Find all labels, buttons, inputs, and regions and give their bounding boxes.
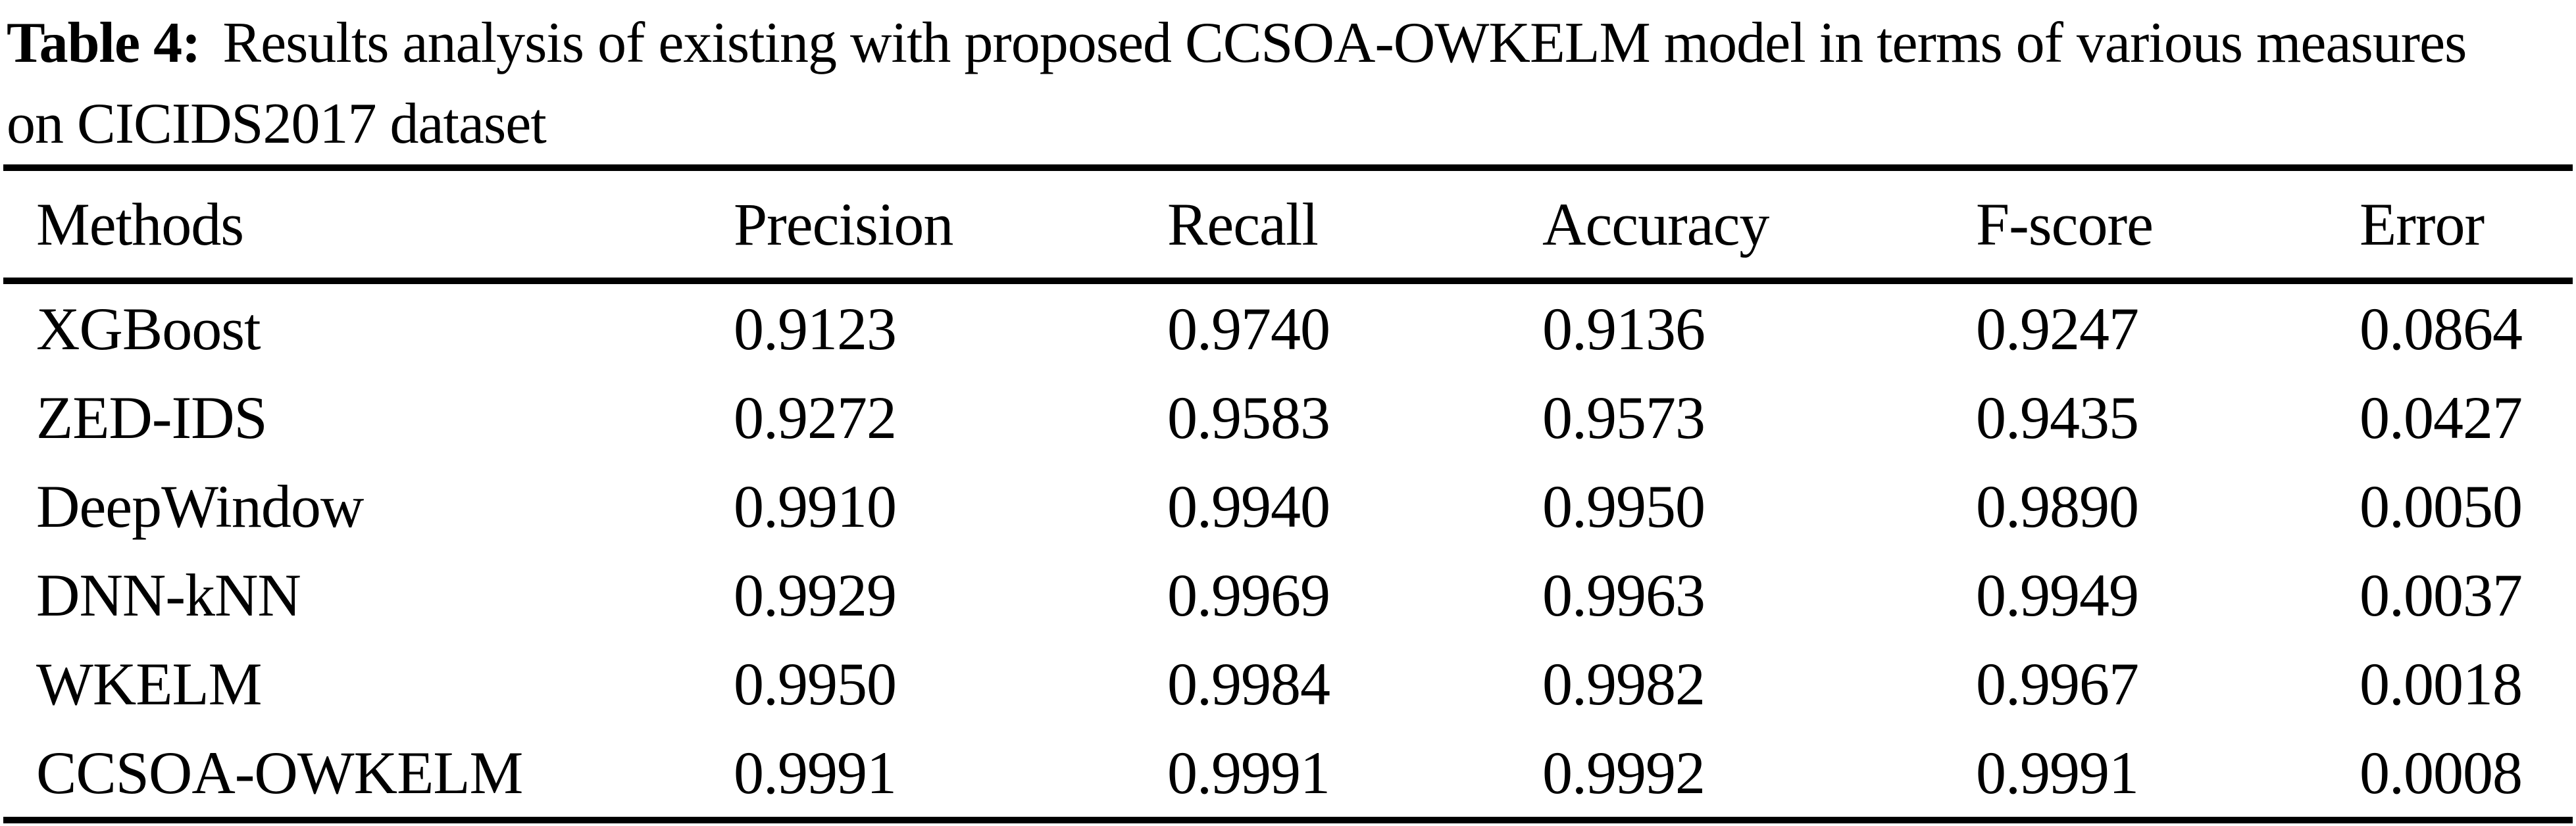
method-name: CCSOA-OWKELM: [36, 739, 523, 806]
method-name: DeepWindow: [36, 472, 364, 540]
table-caption-label: Table 4:: [7, 11, 201, 75]
table-header-rule: [3, 278, 2573, 284]
accuracy-value: 0.9963: [1542, 561, 1705, 629]
error-value: 0.0050: [2360, 472, 2523, 540]
error-value: 0.0864: [2360, 295, 2523, 362]
accuracy-value: 0.9950: [1542, 472, 1705, 540]
fscore-value: 0.9247: [1976, 295, 2139, 362]
table-bottom-rule: [3, 817, 2573, 823]
results-table: Methods Precision Recall Accuracy F-scor…: [0, 164, 2576, 823]
method-name: DNN-kNN: [36, 561, 301, 629]
table-row: ZED-IDS 0.9272 0.9583 0.9573 0.9435 0.04…: [0, 373, 2576, 462]
fscore-value: 0.9890: [1976, 472, 2139, 540]
accuracy-value: 0.9573: [1542, 383, 1705, 451]
accuracy-value: 0.9982: [1542, 650, 1705, 717]
table-caption-text: Results analysis of existing with propos…: [222, 11, 2467, 75]
table-row: XGBoost 0.9123 0.9740 0.9136 0.9247 0.08…: [0, 284, 2576, 373]
table-header-row: Methods Precision Recall Accuracy F-scor…: [0, 171, 2576, 278]
accuracy-value: 0.9992: [1542, 739, 1705, 806]
precision-value: 0.9950: [734, 650, 897, 717]
precision-value: 0.9123: [734, 295, 897, 362]
method-name: WKELM: [36, 650, 262, 717]
table-caption-line2: on CICIDS2017 dataset: [7, 92, 547, 156]
fscore-value: 0.9949: [1976, 561, 2139, 629]
column-header-recall: Recall: [1167, 191, 1319, 258]
recall-value: 0.9940: [1167, 472, 1330, 540]
table-row: DeepWindow 0.9910 0.9940 0.9950 0.9890 0…: [0, 462, 2576, 550]
error-value: 0.0008: [2360, 739, 2523, 806]
precision-value: 0.9929: [734, 561, 897, 629]
error-value: 0.0037: [2360, 561, 2523, 629]
recall-value: 0.9969: [1167, 561, 1330, 629]
error-value: 0.0427: [2360, 383, 2523, 451]
precision-value: 0.9991: [734, 739, 897, 806]
column-header-error: Error: [2360, 191, 2485, 258]
error-value: 0.0018: [2360, 650, 2523, 717]
column-header-fscore: F-score: [1976, 191, 2154, 258]
table-top-rule: [3, 164, 2573, 171]
recall-value: 0.9984: [1167, 650, 1330, 717]
fscore-value: 0.9435: [1976, 383, 2139, 451]
table-row: CCSOA-OWKELM 0.9991 0.9991 0.9992 0.9991…: [0, 728, 2576, 817]
fscore-value: 0.9967: [1976, 650, 2139, 717]
column-header-precision: Precision: [734, 191, 953, 258]
method-name: XGBoost: [36, 295, 261, 362]
table-row: DNN-kNN 0.9929 0.9969 0.9963 0.9949 0.00…: [0, 550, 2576, 639]
recall-value: 0.9991: [1167, 739, 1330, 806]
table-row: WKELM 0.9950 0.9984 0.9982 0.9967 0.0018: [0, 639, 2576, 728]
precision-value: 0.9910: [734, 472, 897, 540]
column-header-methods: Methods: [36, 191, 244, 258]
table-caption-line1: Table 4: Results analysis of existing wit…: [7, 3, 2569, 84]
column-header-accuracy: Accuracy: [1542, 191, 1769, 258]
fscore-value: 0.9991: [1976, 739, 2139, 806]
table-caption: Table 4: Results analysis of existing wit…: [0, 0, 2576, 164]
accuracy-value: 0.9136: [1542, 295, 1705, 362]
recall-value: 0.9583: [1167, 383, 1330, 451]
method-name: ZED-IDS: [36, 383, 268, 451]
precision-value: 0.9272: [734, 383, 897, 451]
recall-value: 0.9740: [1167, 295, 1330, 362]
